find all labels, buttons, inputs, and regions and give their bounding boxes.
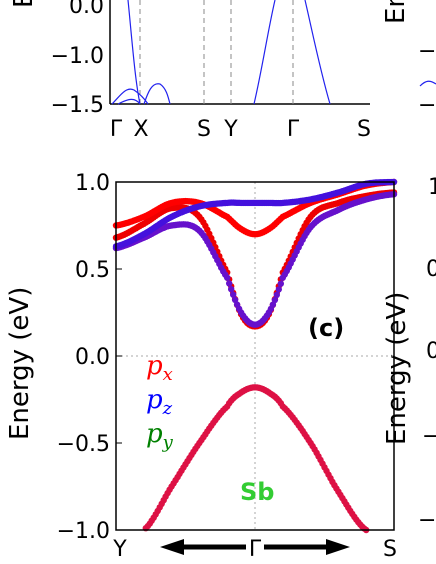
- legend-py-sub: y: [162, 432, 174, 453]
- ytick-label-2: 0.0: [75, 345, 110, 370]
- panel-c-yticks: 1.0 0.5 0.0 −0.5 −1.0: [57, 171, 122, 544]
- right-partial-ytick-3: −0: [422, 424, 436, 449]
- k-path-arrows: [160, 539, 350, 555]
- top-left-xtick-0: Γ: [110, 117, 123, 142]
- panel-label: (c): [308, 314, 344, 342]
- legend-pz-sub: z: [162, 398, 173, 419]
- legend-pz: pz: [146, 385, 173, 419]
- band-3-point: [275, 286, 282, 293]
- top-left-band-2: [111, 88, 149, 105]
- ytick-label-4: −1.0: [57, 519, 110, 544]
- top-left-xtick-3: Y: [223, 117, 238, 142]
- legend-py-label: p: [146, 419, 163, 449]
- top-right-ytick-0: −1: [418, 39, 436, 64]
- ytick-label-0: 1.0: [75, 171, 110, 196]
- band-3-point: [224, 274, 231, 281]
- top-left-band-6: [304, 0, 331, 105]
- top-left-xtick-5: S: [357, 117, 371, 142]
- right-partial-ylabel: Energy (eV): [382, 292, 412, 445]
- top-left-panel: Energy (eV) 0.0 −1.0 −1.5 Γ X S Y Γ S: [9, 0, 371, 142]
- top-left-ytick-2: −1.5: [51, 93, 104, 118]
- top-right-ylabel: Energy (eV): [381, 0, 411, 24]
- xtick-label-1: Γ: [249, 537, 262, 562]
- legend-px: px: [146, 351, 173, 385]
- right-partial-ytick-4: −1: [418, 508, 436, 533]
- ytick-label-1: 0.5: [75, 258, 110, 283]
- right-partial-panel: Energy (eV) 1 0 0 −0 −1: [382, 175, 436, 533]
- legend-px-sub: x: [163, 364, 173, 385]
- ytick-label-3: −0.5: [57, 432, 110, 457]
- top-left-band-4: [117, 98, 141, 105]
- top-left-band-5: [253, 0, 276, 105]
- band-series: [112, 178, 398, 534]
- right-partial-ytick-0: 1: [428, 175, 436, 200]
- top-left-ytick-0: 0.0: [69, 0, 104, 19]
- xtick-label-2: S: [383, 537, 397, 562]
- top-left-xtick-1: X: [133, 117, 148, 142]
- top-right-ytick-1: −1: [418, 93, 436, 118]
- band-3-point: [230, 291, 237, 298]
- legend-pz-label: p: [146, 385, 163, 415]
- band-3-point: [273, 291, 280, 299]
- top-right-panel: Energy (eV) −1 −1: [381, 0, 436, 118]
- band-0: [142, 384, 370, 534]
- band-3-point: [226, 280, 233, 287]
- top-left-xtick-4: Γ: [287, 117, 300, 142]
- panel-c-ylabel: Energy (eV): [5, 287, 35, 440]
- legend-py: py: [146, 419, 174, 453]
- arrow-head-y: [160, 539, 184, 555]
- band-3-point: [277, 280, 284, 287]
- top-right-band: [419, 80, 436, 87]
- arrow-head-s: [326, 539, 350, 555]
- top-left-band-1: [127, 0, 141, 105]
- band-3-point: [228, 286, 235, 293]
- top-left-ylabel: Energy (eV): [9, 0, 39, 8]
- legend: px pz py: [146, 351, 174, 453]
- element-label: Sb: [240, 478, 274, 506]
- band-3-point: [271, 296, 279, 304]
- right-partial-ytick-1: 0: [426, 257, 436, 282]
- top-left-xtick-2: S: [197, 117, 211, 142]
- top-left-band-3: [143, 83, 171, 105]
- xtick-label-0: Y: [112, 537, 127, 562]
- right-partial-ytick-2: 0: [426, 339, 436, 364]
- top-left-ytick-1: −1.0: [51, 44, 104, 69]
- legend-px-label: p: [146, 351, 163, 381]
- band-3-point: [231, 296, 239, 303]
